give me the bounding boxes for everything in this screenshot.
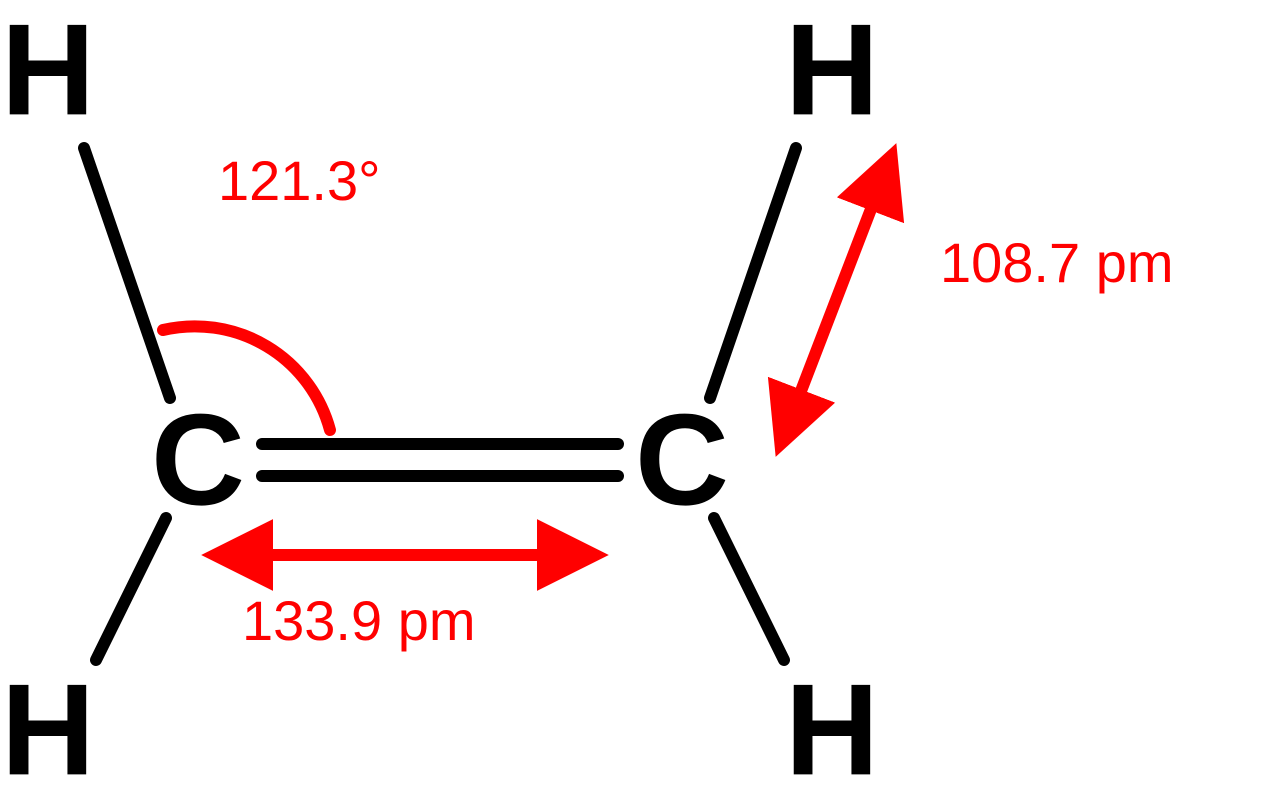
atom-h-lower-left: H [1,656,95,799]
bond-c-h-upper-left [84,148,170,398]
atom-h-upper-right: H [785,0,879,142]
atom-h-lower-right: H [785,656,879,799]
ch-distance-arrow [786,170,886,430]
annotations-group [163,170,886,555]
atom-h-upper-left: H [1,0,95,142]
bond-c-h-upper-right [710,148,796,398]
ch-distance-label: 108.7 pm [940,231,1174,294]
ethylene-geometry-diagram: H H C C H H 121.3° 133.9 pm 108.7 pm [0,0,1280,799]
atom-labels-group: H H C C H H [1,0,879,799]
angle-label: 121.3° [218,149,381,212]
bond-c-h-lower-right [714,518,784,660]
cc-distance-label: 133.9 pm [242,589,476,652]
atom-c-left: C [151,386,245,532]
atom-c-right: C [635,386,729,532]
bond-c-h-lower-left [96,518,166,660]
